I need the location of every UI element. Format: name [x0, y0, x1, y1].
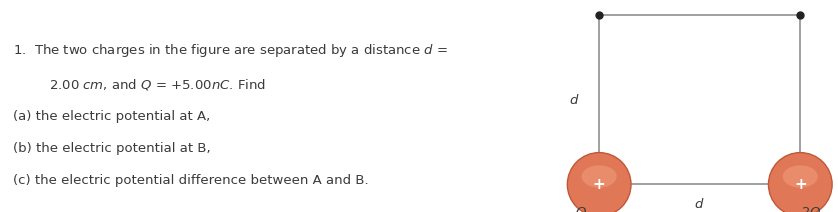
Text: $Q$: $Q$: [575, 205, 587, 212]
Text: 1.  The two charges in the figure are separated by a distance $d$ =: 1. The two charges in the figure are sep…: [13, 42, 447, 59]
Text: $A$: $A$: [580, 0, 592, 3]
Text: (a) the electric potential at A,: (a) the electric potential at A,: [13, 110, 209, 123]
Text: $d$: $d$: [569, 93, 579, 107]
Text: +: +: [794, 177, 807, 192]
Text: $B$: $B$: [805, 0, 815, 3]
Ellipse shape: [567, 153, 631, 212]
Text: $2Q$: $2Q$: [801, 205, 821, 212]
Text: $d$: $d$: [695, 197, 705, 211]
Text: (b) the electric potential at B,: (b) the electric potential at B,: [13, 142, 210, 155]
Ellipse shape: [582, 165, 617, 188]
Ellipse shape: [783, 165, 818, 188]
Text: 2.00 $cm$, and $Q$ = +5.00$nC$. Find: 2.00 $cm$, and $Q$ = +5.00$nC$. Find: [49, 77, 266, 92]
Text: (c) the electric potential difference between A and B.: (c) the electric potential difference be…: [13, 174, 368, 187]
Ellipse shape: [768, 153, 832, 212]
Text: +: +: [592, 177, 606, 192]
